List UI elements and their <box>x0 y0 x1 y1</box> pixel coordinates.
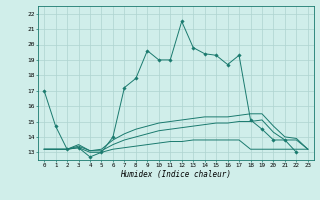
X-axis label: Humidex (Indice chaleur): Humidex (Indice chaleur) <box>121 170 231 179</box>
